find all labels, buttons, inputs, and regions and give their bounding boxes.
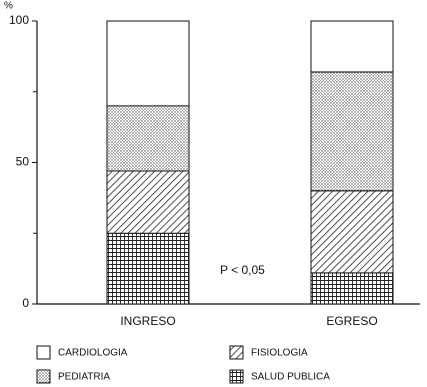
bar-segment: [310, 190, 394, 274]
bar-segment: [310, 71, 394, 192]
bar-segment: [106, 105, 190, 172]
annotation: P < 0,05: [220, 263, 265, 277]
y-tick-label: 0: [22, 296, 29, 310]
legend-swatch: [229, 369, 244, 384]
bar-segment: [310, 20, 394, 73]
legend-swatch: [229, 345, 244, 360]
legend-swatch: [36, 345, 51, 360]
y-tick-label: 100: [9, 13, 29, 27]
y-tick-label: 50: [16, 155, 30, 169]
legend-label: SALUD PUBLICA: [251, 372, 330, 383]
bar-segment: [106, 170, 190, 234]
x-tick-label: EGRESO: [326, 314, 377, 328]
legend-label: FISIOLOGIA: [251, 348, 308, 359]
x-tick-label: INGRESO: [120, 314, 175, 328]
bar-segment: [106, 20, 190, 107]
legend-label: PEDIATRIA: [58, 372, 110, 383]
bar-segment: [106, 232, 190, 305]
legend-swatch: [36, 369, 51, 384]
y-axis-label: %: [4, 1, 13, 12]
legend-label: CARDIOLOGIA: [58, 348, 128, 359]
bar-segment: [310, 272, 394, 305]
